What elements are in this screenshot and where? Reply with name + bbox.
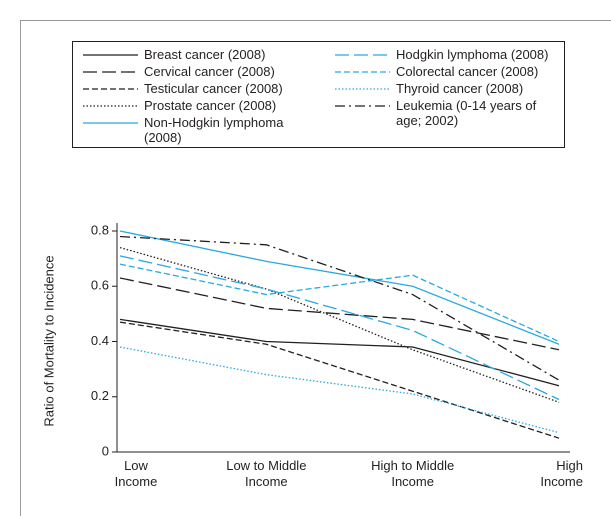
legend: Breast cancer (2008) Cervical cancer (200… — [72, 41, 565, 148]
legend-item: Prostate cancer (2008) — [83, 98, 313, 113]
legend-column: Breast cancer (2008) Cervical cancer (200… — [83, 47, 313, 147]
y-tick-label: 0.4 — [91, 333, 109, 348]
legend-label: Thyroid cancer (2008) — [396, 81, 524, 96]
series-line — [119, 321, 560, 439]
series-line — [119, 230, 560, 345]
x-tick-label: Low to Middle Income — [226, 458, 307, 489]
y-tick-label: 0.8 — [91, 222, 109, 237]
series-line — [119, 318, 560, 387]
legend-item: Breast cancer (2008) — [83, 47, 313, 62]
x-tick-label: High to Middle Income — [371, 458, 455, 489]
y-tick-label: 0 — [102, 443, 109, 458]
legend-label: Leukemia (0-14 years of age; 2002) — [396, 98, 537, 128]
legend-item: Leukemia (0-14 years of age; 2002) — [335, 98, 560, 128]
legend-swatch — [83, 122, 138, 124]
legend-label: Prostate cancer (2008) — [144, 98, 277, 113]
legend-swatch — [83, 54, 138, 56]
legend-item: Testicular cancer (2008) — [83, 81, 313, 96]
y-axis-label: Ratio of Mortality to Incidence — [41, 255, 56, 426]
y-tick-label: 0.6 — [91, 278, 109, 293]
legend-label: Colorectal cancer (2008) — [396, 64, 539, 79]
x-tick-label: Low Income — [114, 458, 158, 489]
series-line — [119, 263, 560, 343]
legend-label: Testicular cancer (2008) — [144, 81, 283, 96]
legend-swatch — [83, 71, 138, 73]
frame — [20, 20, 611, 516]
legend-label: Cervical cancer (2008) — [144, 64, 275, 79]
legend-item: Non-Hodgkin lymphoma (2008) — [83, 115, 313, 145]
legend-swatch — [335, 88, 390, 90]
legend-swatch — [335, 105, 390, 107]
x-tick-label: High Income — [540, 458, 583, 489]
legend-item: Cervical cancer (2008) — [83, 64, 313, 79]
legend-label: Breast cancer (2008) — [144, 47, 266, 62]
legend-column: Hodgkin lymphoma (2008) Colorectal cancer… — [335, 47, 560, 130]
series-line — [119, 255, 560, 401]
series-line — [119, 277, 560, 351]
legend-swatch — [83, 105, 138, 107]
legend-item: Thyroid cancer (2008) — [335, 81, 560, 96]
series-line — [119, 346, 560, 434]
legend-item: Colorectal cancer (2008) — [335, 64, 560, 79]
legend-swatch — [335, 54, 390, 56]
series-line — [119, 246, 560, 403]
series-line — [119, 235, 560, 381]
legend-label: Non-Hodgkin lymphoma (2008) — [144, 115, 284, 145]
legend-item: Hodgkin lymphoma (2008) — [335, 47, 560, 62]
legend-swatch — [83, 88, 138, 90]
y-tick-label: 0.2 — [91, 388, 109, 403]
legend-label: Hodgkin lymphoma (2008) — [396, 47, 549, 62]
legend-swatch — [335, 71, 390, 73]
